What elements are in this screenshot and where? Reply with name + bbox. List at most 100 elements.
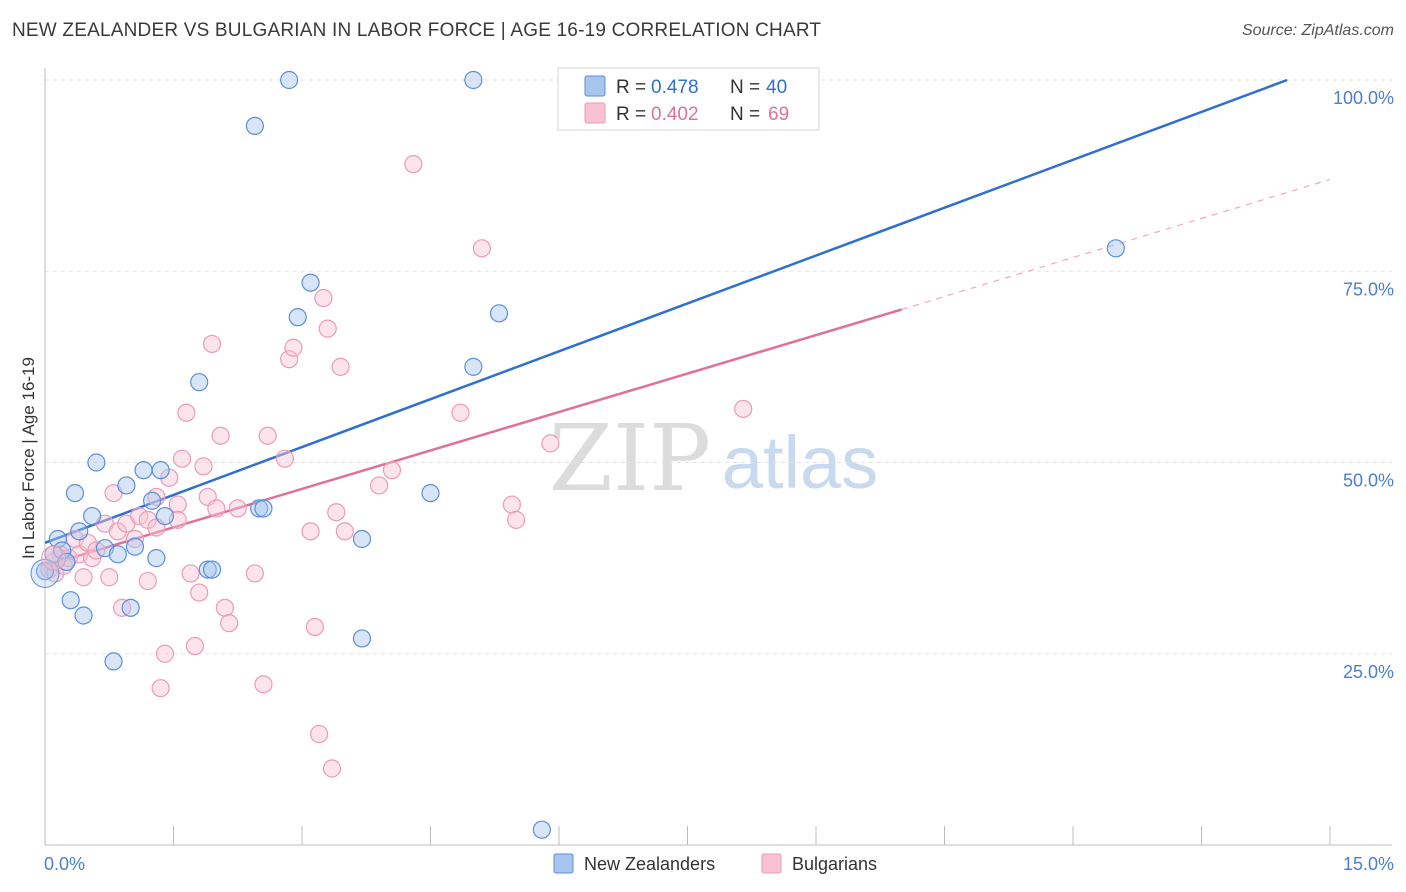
point-new-zealanders [1106,239,1125,258]
point-new-zealanders [421,484,440,503]
point-bulgarians [254,675,273,694]
grid-lines [45,79,1392,655]
point-bulgarians [74,568,93,587]
y-tick-label: 100.0% [1333,88,1394,108]
point-bulgarians [194,457,213,476]
point-new-zealanders [104,652,123,671]
point-new-zealanders [151,461,170,480]
point-bulgarians [275,449,294,468]
point-bulgarians [280,350,299,369]
point-bulgarians [202,334,222,354]
point-bulgarians [502,495,521,514]
point-bulgarians [155,644,175,663]
point-new-zealanders [464,70,483,90]
point-new-zealanders [70,522,89,541]
point-new-zealanders [155,506,175,526]
legend-n-value-1: 40 [766,77,787,98]
x-tick-label: 0.0% [44,854,85,874]
legend-swatch-new-zealanders [584,75,606,97]
legend-r-label-2: R = [616,104,646,125]
legend-r-value-1: 0.478 [651,77,699,98]
point-bulgarians [318,319,337,338]
axes [44,68,1392,846]
stats-legend: R = 0.478 N = 40 R = 0.402 N = 69 [557,67,820,131]
point-bulgarians [100,568,119,587]
point-new-zealanders [117,476,136,495]
point-bulgarians [335,522,354,541]
point-new-zealanders [53,541,72,560]
y-tick-label: 25.0% [1343,662,1394,682]
point-bulgarians [228,499,247,518]
point-new-zealanders [464,357,483,376]
legend-r-value-2: 0.402 [651,104,699,125]
point-bulgarians [734,399,753,419]
point-new-zealanders [142,491,162,510]
series-legend-label-new-zealanders: New Zealanders [584,854,715,874]
point-bulgarians [327,503,346,522]
point-bulgarians [245,564,264,583]
legend-n-value-2: 69 [768,104,789,125]
point-bulgarians [507,510,526,529]
point-new-zealanders [134,461,153,480]
point-new-zealanders [35,562,55,581]
point-bulgarians [185,636,205,656]
point-bulgarians [322,759,342,778]
point-new-zealanders [280,70,299,90]
legend-n-label-2: N = [730,104,760,125]
point-bulgarians [172,449,192,468]
point-bulgarians [472,239,491,258]
point-bulgarians [215,598,234,617]
trend-lines [44,78,1331,567]
point-bulgarians [41,545,67,571]
point-new-zealanders [83,506,102,526]
point-new-zealanders [30,558,60,588]
point-bulgarians [220,614,239,633]
point-bulgarians [284,338,303,357]
point-bulgarians [190,583,209,602]
trend-line-0 [44,78,1288,544]
point-new-zealanders [108,545,127,564]
trend-line-1 [44,308,903,567]
point-bulgarians [541,434,560,453]
series-legend: New Zealanders Bulgarians [553,853,877,874]
trend-extension-1 [901,178,1331,311]
point-new-zealanders [352,529,372,549]
watermark-zip: ZIP [549,405,711,512]
point-bulgarians [370,476,389,495]
point-new-zealanders [147,549,166,568]
series-legend-swatch-new-zealanders [553,853,574,874]
legend-n-label-1: N = [730,77,760,98]
point-bulgarians [331,357,350,376]
point-new-zealanders [190,373,209,392]
point-bulgarians [168,495,187,514]
point-bulgarians [310,724,329,744]
point-new-zealanders [61,591,80,610]
point-bulgarians [301,522,320,541]
point-bulgarians [211,426,230,445]
point-new-zealanders [87,453,106,472]
legend-r-label-1: R = [616,77,646,98]
point-bulgarians [177,403,196,422]
point-bulgarians [151,679,170,698]
point-new-zealanders [65,484,85,503]
point-new-zealanders [125,537,145,556]
tick-labels: 25.0% 50.0% 75.0% 100.0% 0.0% 15.0% [44,88,1394,874]
series-legend-swatch-bulgarians [761,853,782,874]
y-tick-label: 75.0% [1343,279,1394,299]
point-new-zealanders [250,499,269,518]
point-new-zealanders [121,598,140,617]
point-bulgarians [181,564,200,583]
point-new-zealanders [301,273,320,292]
source-label: Source: ZipAtlas.com [1241,22,1394,39]
data-points [30,70,1125,839]
point-bulgarians [207,499,226,518]
point-new-zealanders [352,629,372,648]
chart-title: NEW ZEALANDER VS BULGARIAN IN LABOR FORC… [12,20,822,41]
point-new-zealanders [48,529,67,549]
y-tick-label: 50.0% [1343,471,1394,491]
point-bulgarians [125,529,145,549]
point-bulgarians [258,426,277,445]
point-new-zealanders [288,308,307,327]
point-new-zealanders [74,606,93,625]
